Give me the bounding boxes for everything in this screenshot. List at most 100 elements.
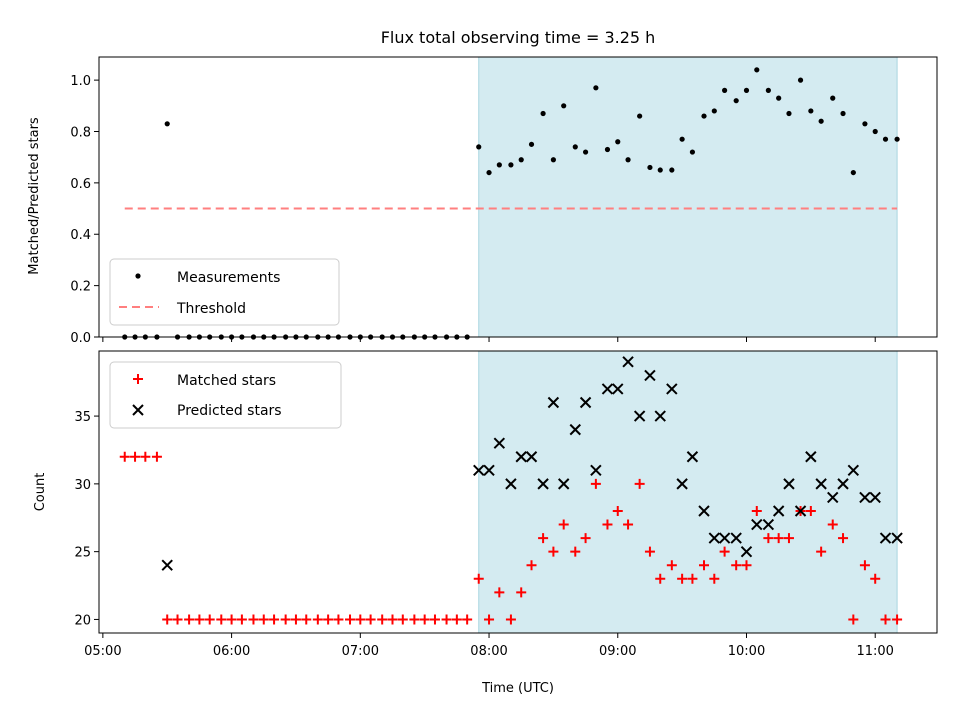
y-tick-label: 25: [74, 546, 91, 561]
matched-star-point: [119, 451, 130, 462]
measurement-point: [689, 149, 696, 155]
predicted-star-point: [515, 451, 527, 463]
predicted-star-point: [547, 396, 560, 409]
predicted-star-point: [859, 491, 871, 504]
measurement-point: [593, 85, 599, 91]
matched-star-point: [763, 533, 774, 544]
measurement-point: [786, 110, 792, 117]
matched-star-point: [269, 614, 280, 625]
measurement-point: [647, 164, 653, 171]
top-panel-marks: [122, 67, 900, 340]
predicted-star-point: [633, 410, 646, 422]
matched-star-point: [848, 614, 859, 625]
predicted-star-point: [622, 356, 634, 368]
measurement-point: [528, 141, 535, 147]
measurement-point: [711, 108, 717, 114]
measurement-point: [486, 169, 492, 176]
matched-star-point: [612, 505, 623, 516]
predicted-star-point: [794, 505, 807, 517]
measurement-point: [872, 128, 878, 135]
predicted-star-point: [161, 559, 173, 571]
matched-star-point: [526, 560, 537, 571]
matched-star-point: [538, 533, 549, 544]
legend-matched-label: Matched stars: [177, 373, 276, 389]
y-tick-label: 0.2: [70, 280, 91, 295]
predicted-star-point: [686, 451, 699, 463]
matched-star-point: [333, 614, 344, 625]
measurement-point: [508, 162, 514, 168]
measurement-point: [818, 118, 824, 124]
matched-star-point: [666, 560, 677, 571]
matched-star-point: [687, 573, 698, 584]
legend-measurements-label: Measurements: [177, 270, 280, 286]
measurement-point: [754, 67, 760, 73]
matched-star-point: [516, 587, 527, 598]
predicted-star-point: [783, 478, 795, 490]
predicted-star-point: [505, 478, 517, 490]
matched-star-point: [741, 560, 752, 571]
matched-star-point: [709, 573, 720, 584]
legend-threshold-label: Threshold: [176, 301, 246, 317]
matched-star-point: [226, 614, 237, 625]
matched-star-point: [162, 614, 173, 625]
matched-star-point: [151, 451, 162, 462]
matched-star-point: [590, 478, 601, 489]
x-tick-label: 05:00: [84, 644, 121, 659]
matched-star-point: [580, 533, 591, 544]
measurement-point: [679, 136, 685, 142]
measurement-point: [830, 95, 836, 101]
matched-star-point: [623, 519, 634, 530]
predicted-star-point: [772, 505, 785, 517]
predicted-star-point: [869, 491, 881, 504]
matched-star-point: [859, 560, 870, 571]
matched-star-point: [634, 478, 645, 489]
predicted-star-point: [847, 464, 860, 477]
matched-star-point: [838, 533, 849, 544]
y-tick-label: 35: [74, 410, 91, 425]
matched-star-point: [130, 451, 141, 462]
y-tick-label: 1.0: [70, 74, 91, 89]
matched-star-point: [484, 614, 495, 625]
matched-star-point: [312, 614, 323, 625]
predicted-star-point: [483, 464, 495, 477]
matched-star-point: [473, 573, 484, 584]
bottom-panel-background: [478, 350, 898, 634]
measurement-point: [496, 162, 502, 168]
predicted-star-point: [730, 532, 742, 544]
legends: Measurements Threshold Matched stars Predic…: [109, 258, 342, 429]
measurement-point: [164, 121, 170, 127]
matched-star-point: [184, 614, 195, 625]
matched-star-point: [602, 519, 613, 530]
predicted-star-point: [827, 491, 839, 504]
x-tick-label: 10:00: [728, 644, 765, 659]
matched-star-point: [290, 614, 301, 625]
matched-star-point: [570, 546, 581, 557]
predicted-star-point: [666, 383, 678, 395]
measurement-point: [882, 136, 889, 142]
matched-star-point: [216, 614, 227, 625]
matched-star-point: [655, 573, 666, 584]
measurement-point: [776, 95, 782, 101]
predicted-star-point: [698, 505, 710, 517]
measurement-point: [604, 146, 611, 153]
matched-star-point: [248, 614, 259, 625]
matched-star-point: [880, 614, 891, 625]
matched-star-point: [345, 614, 356, 625]
matched-star-point: [194, 614, 205, 625]
predicted-star-point: [805, 451, 817, 463]
measurement-point: [582, 149, 589, 155]
matched-star-point: [451, 614, 462, 625]
measurement-point: [476, 144, 482, 150]
x-axis-label: Time (UTC): [481, 681, 554, 696]
measurement-point: [572, 144, 578, 150]
matched-star-point: [494, 587, 505, 598]
matched-star-point: [805, 505, 816, 516]
predicted-star-point: [557, 478, 570, 490]
matched-star-point: [773, 533, 784, 544]
legend-predicted-marker: [132, 404, 144, 416]
predicted-star-point: [612, 383, 624, 395]
matched-star-point: [699, 560, 710, 571]
matched-star-point: [172, 614, 183, 625]
predicted-star-point: [676, 478, 688, 490]
